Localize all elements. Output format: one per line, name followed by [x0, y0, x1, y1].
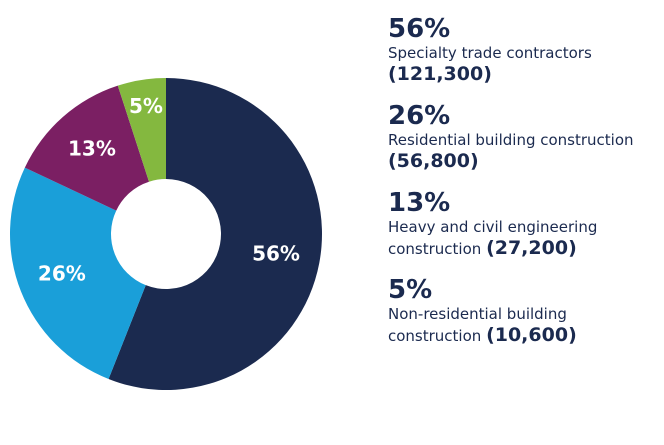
legend-percent: 13% [388, 188, 451, 218]
slice-label: 13% [68, 136, 116, 160]
legend-name: Heavy and civil engineering construction [388, 218, 598, 258]
legend-text: Residential building construction (56,80… [388, 131, 660, 172]
legend-entry: 56% Specialty trade contractors (121,300) [388, 14, 660, 85]
legend-name: Residential building construction [388, 131, 634, 149]
slice [9, 167, 146, 380]
legend-count: (27,200) [486, 237, 577, 259]
legend-entry: 26% Residential building construction (56… [388, 101, 660, 172]
legend-text: Specialty trade contractors (121,300) [388, 44, 660, 85]
legend-name: Non-residential building construction [388, 305, 567, 345]
slice [117, 78, 166, 182]
slice-label: 56% [252, 241, 300, 265]
legend-entry: 5% Non-residential building construction … [388, 275, 660, 346]
legend-name: Specialty trade contractors [388, 44, 592, 62]
slice-label: 5% [129, 94, 163, 118]
legend-text: Non-residential building construction (1… [388, 305, 660, 346]
chart: 56% 26% 13% 5% [9, 78, 323, 391]
slice [108, 78, 323, 391]
legend-percent: 56% [388, 14, 451, 44]
legend-entry: 13% Heavy and civil engineering construct… [388, 188, 660, 259]
legend-count: (10,600) [486, 324, 577, 346]
legend-count: (56,800) [388, 150, 479, 172]
legend-percent: 26% [388, 101, 451, 131]
slice [24, 85, 150, 211]
legend-percent: 5% [388, 275, 433, 305]
legend-count: (121,300) [388, 63, 492, 85]
legend: 56% Specialty trade contractors (121,300)… [388, 14, 660, 362]
legend-text: Heavy and civil engineering construction… [388, 218, 660, 259]
slice-label: 26% [38, 262, 86, 286]
